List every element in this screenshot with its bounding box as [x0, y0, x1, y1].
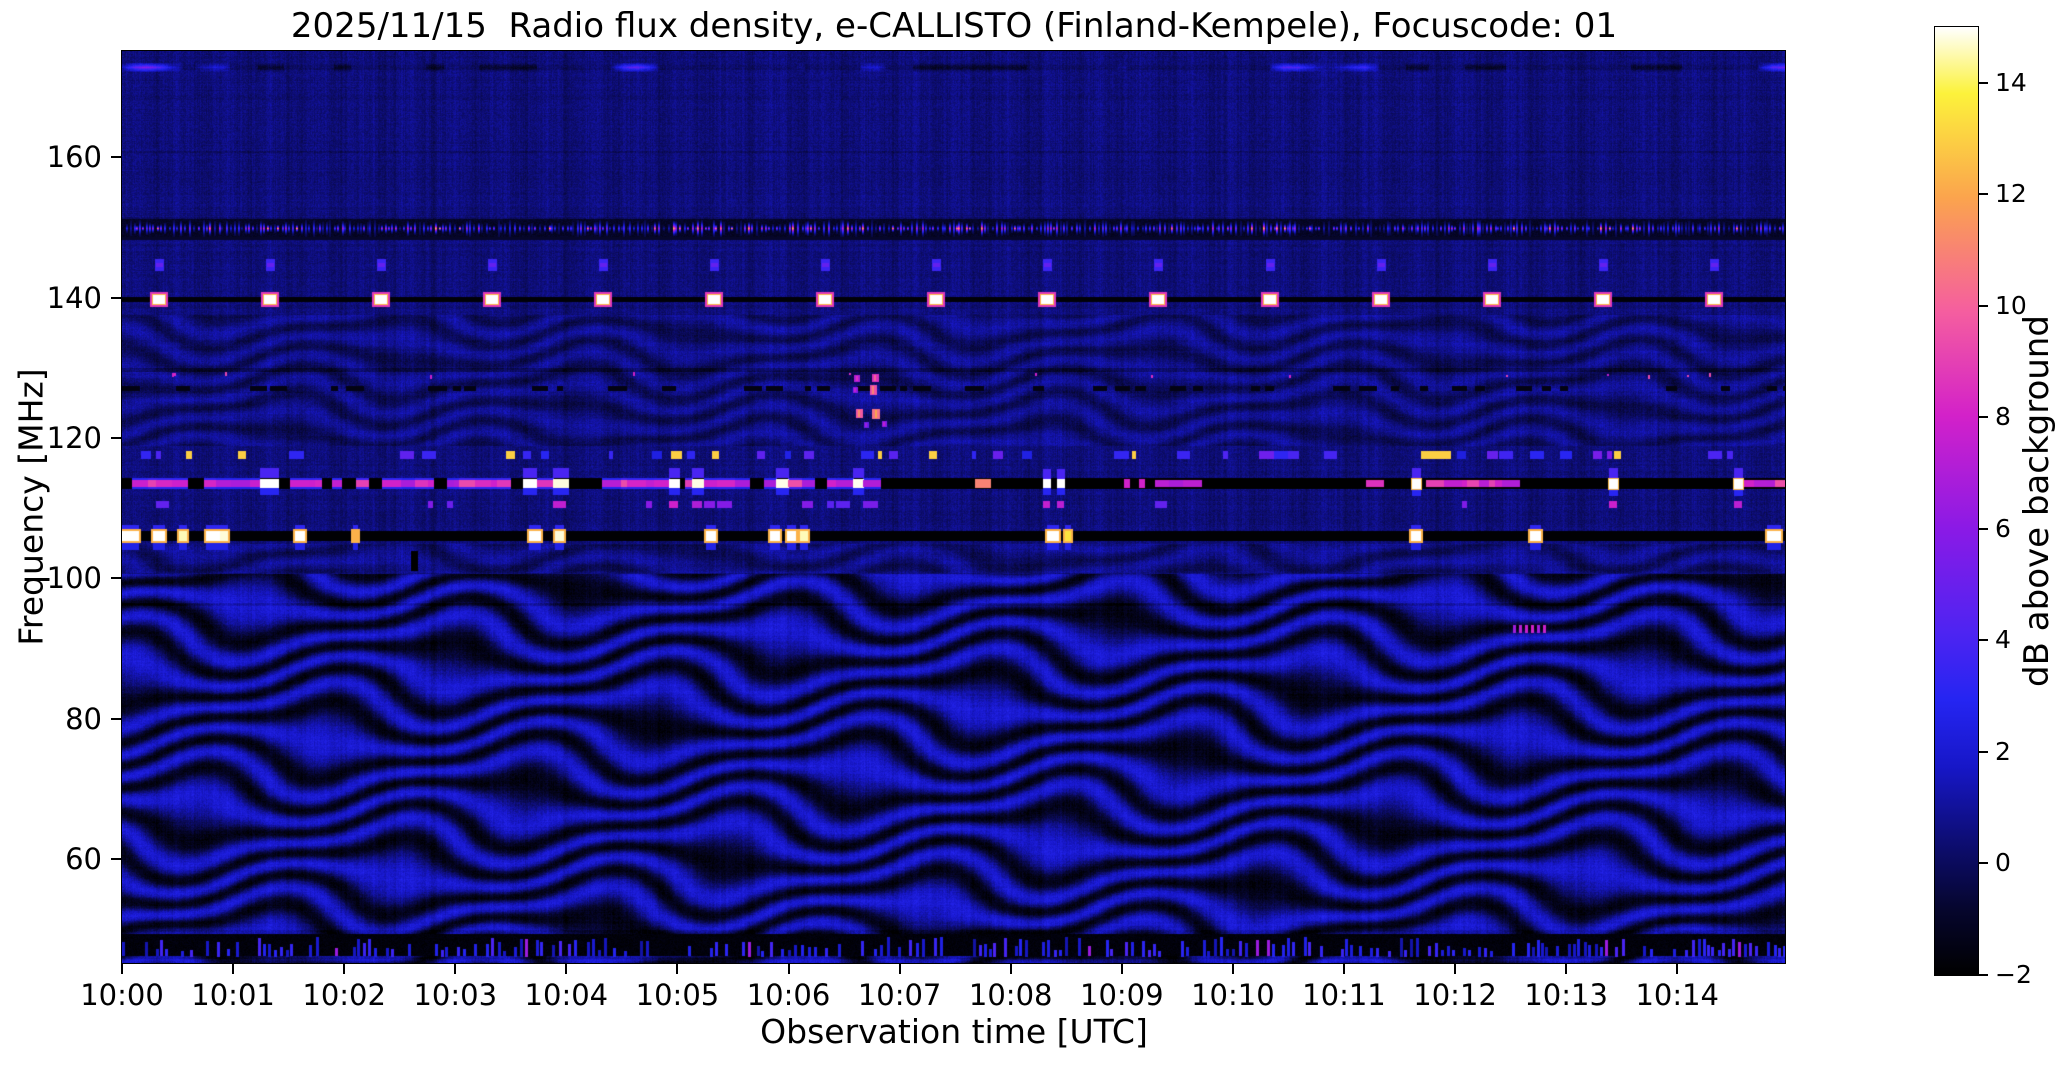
x-tick-mark: [676, 964, 679, 974]
colorbar-tick-mark: [1979, 193, 1988, 196]
x-tick-label: 10:01: [191, 978, 275, 1012]
y-tick-mark: [111, 577, 121, 580]
x-tick-mark: [1565, 964, 1568, 974]
chart-title: 2025/11/15 Radio flux density, e-CALLIST…: [290, 6, 1618, 46]
x-tick-label: 10:13: [1524, 978, 1608, 1012]
x-tick-mark: [898, 964, 901, 974]
colorbar-tick-label: 0: [1995, 848, 2011, 878]
x-tick-mark: [1120, 964, 1123, 974]
x-tick-label: 10:12: [1413, 978, 1497, 1012]
x-tick-label: 10:07: [857, 978, 942, 1012]
x-tick-mark: [343, 964, 346, 974]
x-tick-label: 10:11: [1302, 978, 1386, 1012]
x-tick-mark: [1676, 964, 1679, 974]
plot-area: [121, 50, 1786, 964]
colorbar-tick-mark: [1979, 862, 1988, 865]
colorbar-tick-mark: [1979, 974, 1988, 976]
x-tick-mark: [232, 964, 235, 974]
y-tick-mark: [111, 437, 121, 440]
x-tick-mark: [454, 964, 457, 974]
y-tick-label: 160: [46, 140, 102, 175]
x-tick-label: 10:02: [302, 978, 386, 1012]
colorbar-tick-label: 12: [1995, 179, 2027, 209]
y-tick-label: 140: [46, 280, 102, 315]
x-tick-mark: [121, 964, 123, 974]
x-tick-mark: [565, 964, 568, 974]
y-tick-label: 60: [65, 842, 102, 877]
colorbar-tick-mark: [1979, 81, 1988, 84]
x-tick-label: 10:10: [1191, 978, 1275, 1012]
x-tick-label: 10:03: [413, 978, 498, 1012]
colorbar-tick-label: 6: [1995, 513, 2011, 543]
y-tick-mark: [111, 156, 121, 159]
y-tick-mark: [111, 858, 121, 861]
colorbar-tick-label: −2: [1995, 960, 2032, 989]
colorbar-tick-mark: [1979, 304, 1988, 307]
colorbar-tick-mark: [1979, 527, 1988, 530]
x-tick-label: 10:00: [80, 978, 164, 1012]
colorbar-tick-label: 4: [1995, 625, 2011, 655]
x-tick-label: 10:04: [524, 978, 609, 1012]
x-tick-label: 10:06: [746, 978, 831, 1012]
colorbar-tick-mark: [1979, 416, 1988, 419]
y-tick-label: 80: [65, 701, 102, 736]
colorbar-tick-label: 14: [1995, 67, 2027, 97]
colorbar-label: dB above background: [2017, 315, 2057, 687]
colorbar: [1934, 26, 1979, 976]
colorbar-tick-label: 10: [1995, 290, 2027, 320]
x-tick-mark: [1342, 964, 1345, 974]
colorbar-tick-mark: [1979, 639, 1988, 642]
x-tick-label: 10:08: [968, 978, 1053, 1012]
x-tick-label: 10:09: [1080, 978, 1164, 1012]
colorbar-tick-label: 2: [1995, 736, 2011, 766]
colorbar-tick-mark: [1979, 750, 1988, 753]
y-axis-label: Frequency [MHz]: [11, 368, 51, 646]
x-axis-label: Observation time [UTC]: [760, 1012, 1148, 1051]
y-tick-mark: [111, 296, 121, 299]
x-tick-label: 10:05: [635, 978, 720, 1012]
y-tick-label: 100: [46, 561, 102, 596]
y-tick-mark: [111, 717, 121, 720]
x-tick-mark: [1231, 964, 1234, 974]
x-tick-label: 10:14: [1635, 978, 1720, 1012]
x-tick-mark: [1454, 964, 1457, 974]
x-tick-mark: [787, 964, 790, 974]
y-tick-label: 120: [46, 421, 102, 456]
colorbar-tick-label: 8: [1995, 402, 2011, 432]
spectrogram-canvas: [122, 51, 1785, 963]
x-tick-mark: [1009, 964, 1012, 974]
